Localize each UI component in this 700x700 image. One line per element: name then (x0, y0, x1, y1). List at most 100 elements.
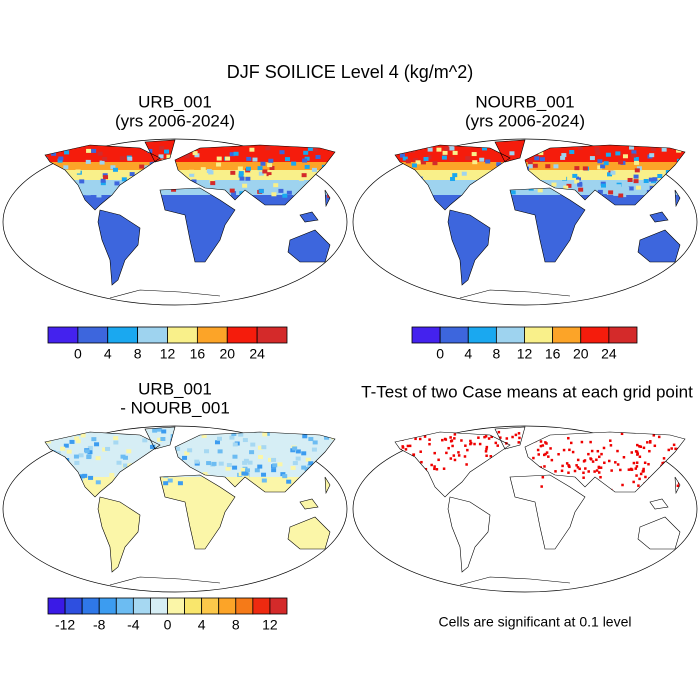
field-cell (597, 165, 603, 170)
field-cell (238, 432, 244, 437)
colorbar-label: 24 (601, 346, 617, 362)
significant-cell (442, 467, 446, 470)
field-cell (226, 463, 232, 468)
significant-cell (465, 463, 468, 466)
field-cell (325, 429, 331, 434)
significant-cell (391, 446, 394, 449)
coastline (97, 209, 141, 286)
field-cell (249, 450, 255, 455)
field-cell (63, 443, 69, 448)
land (325, 477, 330, 493)
field-cell (496, 162, 502, 167)
field-cell (624, 187, 630, 192)
field-cell (105, 446, 111, 451)
field-cell (303, 150, 309, 155)
field-cell (292, 461, 298, 466)
field-cell (262, 432, 268, 437)
field-cell (643, 178, 649, 183)
significant-cell (591, 460, 595, 463)
field-cell (87, 445, 93, 450)
coastline (287, 516, 331, 550)
significant-cell (584, 467, 587, 470)
significant-cell (487, 437, 491, 440)
field-cell (229, 188, 235, 193)
field-cell (230, 170, 236, 175)
significant-cell (499, 436, 502, 439)
map-panel: T-Test of two Case means at each grid po… (352, 382, 698, 630)
field-cell (315, 154, 321, 159)
field-cell (268, 175, 274, 180)
significant-cell (582, 471, 585, 475)
significant-cell (453, 437, 456, 440)
field-cell (249, 147, 255, 152)
significant-cell (545, 451, 549, 454)
field-cell (238, 171, 244, 176)
significant-cell (457, 454, 461, 457)
significant-cell (646, 441, 649, 444)
colorbar-label: -12 (55, 617, 75, 633)
field-cell (64, 432, 70, 437)
panel-title: NOURB_001 (475, 92, 574, 111)
field-cell (167, 478, 173, 483)
significant-cell (494, 441, 498, 445)
colorbar-box (47, 597, 66, 615)
field-cell (577, 182, 583, 187)
significant-cell (550, 458, 554, 462)
significant-cell (642, 467, 645, 471)
field-cell (534, 156, 540, 161)
field-cell (272, 463, 278, 468)
significant-cell (451, 444, 454, 448)
significant-cell (496, 444, 499, 447)
field-cell (650, 147, 656, 152)
field-cell (250, 442, 256, 447)
coastline (174, 431, 336, 493)
field-cell (142, 438, 148, 443)
field-cell (182, 455, 188, 460)
field-cell (566, 183, 572, 188)
colorbar-label: -4 (127, 617, 140, 633)
significant-cell (630, 451, 634, 454)
field-cell (441, 155, 447, 160)
significant-cell (632, 461, 636, 465)
field-cell (574, 179, 580, 184)
significant-cell (635, 465, 639, 468)
field-cell (252, 181, 258, 186)
colorbar-label: 16 (545, 346, 561, 362)
field-cell (295, 449, 301, 454)
field-cell (201, 433, 207, 438)
field-cell (152, 428, 158, 433)
field-cell (64, 150, 70, 155)
field-cell (597, 159, 603, 164)
field-cell (290, 465, 296, 470)
coastline (509, 474, 586, 550)
colorbar-label: 16 (190, 346, 206, 362)
field-cell (271, 468, 277, 473)
field-cell (680, 159, 685, 164)
colorbar-box (580, 326, 610, 344)
field-cell (261, 472, 267, 477)
field-cell (452, 173, 458, 178)
coastline (109, 576, 221, 586)
colorbar-label: 12 (517, 346, 533, 362)
field-cell (241, 471, 247, 476)
significant-cell (627, 468, 631, 471)
field-cell (627, 177, 633, 182)
significant-cell (622, 455, 626, 459)
land (160, 188, 235, 262)
colorbar-label: 8 (134, 346, 142, 362)
significant-cell (614, 461, 617, 464)
significant-cell (580, 440, 584, 444)
field-cell (95, 456, 101, 461)
coastline (324, 189, 331, 208)
significant-cell (578, 467, 581, 471)
significant-cell (547, 455, 550, 458)
field-cell (69, 439, 75, 444)
field-cell (192, 151, 198, 156)
field-cell (214, 440, 220, 445)
significant-cell (562, 448, 566, 452)
significant-cell (689, 463, 692, 466)
significant-cell (679, 456, 683, 459)
field-cell (85, 159, 91, 164)
significant-cell (428, 438, 431, 441)
panel-title: URB_001 (138, 92, 212, 111)
